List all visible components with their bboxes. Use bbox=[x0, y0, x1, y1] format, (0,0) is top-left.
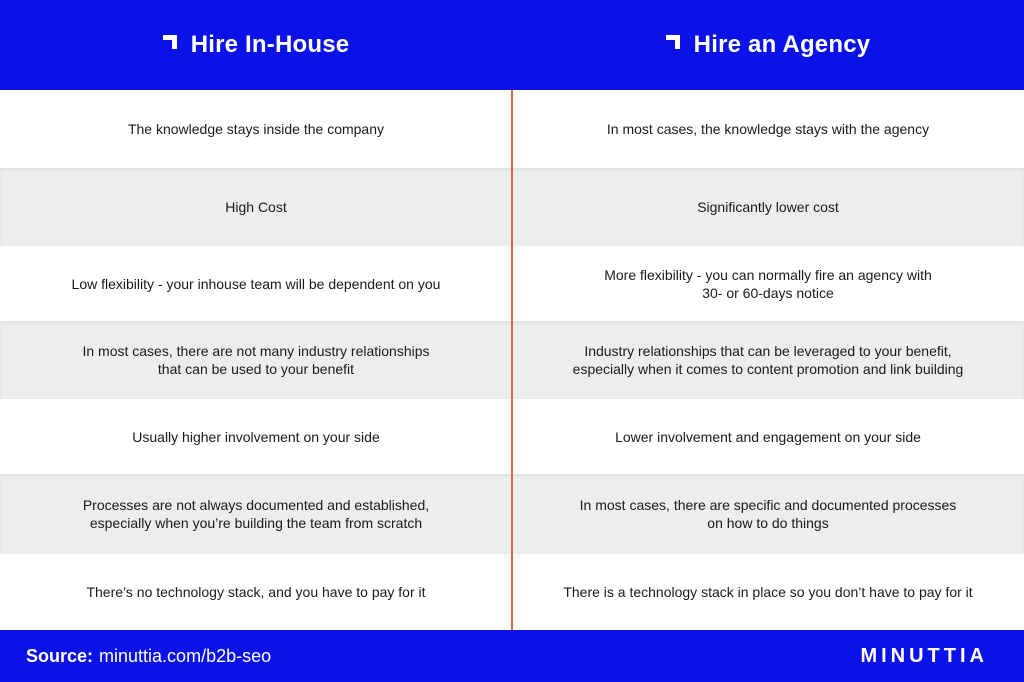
in-house-text: High Cost bbox=[225, 199, 287, 215]
in-house-text: Low flexibility - your inhouse team will… bbox=[71, 275, 441, 292]
source-line: Source: minuttia.com/b2b-seo bbox=[26, 630, 271, 682]
source-link[interactable]: minuttia.com/b2b-seo bbox=[99, 645, 272, 666]
in-house-cell: In most cases, there are not many indust… bbox=[0, 321, 512, 399]
in-house-cell: Processes are not always documented and … bbox=[0, 474, 512, 554]
in-house-text: Processes are not always documented and … bbox=[82, 497, 430, 531]
source-label: Source: bbox=[26, 645, 94, 666]
corner-bracket-icon bbox=[162, 35, 177, 49]
header-title-agency: Hire an Agency bbox=[693, 31, 871, 58]
in-house-cell: The knowledge stays inside the company bbox=[0, 90, 512, 168]
agency-text: In most cases, there are specific and do… bbox=[579, 497, 957, 531]
agency-cell: Significantly lower cost bbox=[512, 168, 1024, 246]
agency-cell: In most cases, the knowledge stays with … bbox=[512, 90, 1024, 168]
agency-cell: Lower involvement and engagement on your… bbox=[512, 399, 1024, 474]
in-house-cell: There’s no technology stack, and you hav… bbox=[0, 554, 512, 630]
agency-cell: In most cases, there are specific and do… bbox=[512, 474, 1024, 554]
agency-text: More flexibility - you can normally fire… bbox=[604, 266, 932, 301]
in-house-cell: Low flexibility - your inhouse team will… bbox=[0, 246, 512, 321]
agency-cell: Industry relationships that can be lever… bbox=[512, 321, 1024, 399]
column-divider bbox=[511, 90, 513, 630]
header-right: Hire an Agency bbox=[512, 0, 1024, 90]
agency-text: Significantly lower cost bbox=[697, 199, 839, 215]
in-house-text: In most cases, there are not many indust… bbox=[82, 343, 430, 377]
agency-text: Lower involvement and engagement on your… bbox=[615, 428, 921, 445]
in-house-text: The knowledge stays inside the company bbox=[127, 121, 385, 137]
agency-text: In most cases, the knowledge stays with … bbox=[606, 121, 930, 137]
minuttia-logo: MINUTTIA bbox=[860, 644, 988, 667]
header-title-in-house: Hire In-House bbox=[190, 31, 350, 58]
agency-text: Industry relationships that can be lever… bbox=[572, 343, 964, 377]
agency-cell: There is a technology stack in place so … bbox=[512, 554, 1024, 630]
in-house-text: There’s no technology stack, and you hav… bbox=[86, 584, 426, 600]
footer-bar: Source: minuttia.com/b2b-seo MINUTTIA bbox=[0, 630, 1024, 682]
in-house-cell: Usually higher involvement on your side bbox=[0, 399, 512, 474]
corner-bracket-icon bbox=[665, 35, 680, 49]
agency-text: There is a technology stack in place so … bbox=[563, 584, 973, 600]
comparison-header: Hire In-House Hire an Agency bbox=[0, 0, 1024, 90]
in-house-cell: High Cost bbox=[0, 168, 512, 246]
header-left: Hire In-House bbox=[0, 0, 512, 90]
in-house-text: Usually higher involvement on your side bbox=[132, 428, 380, 445]
agency-cell: More flexibility - you can normally fire… bbox=[512, 246, 1024, 321]
